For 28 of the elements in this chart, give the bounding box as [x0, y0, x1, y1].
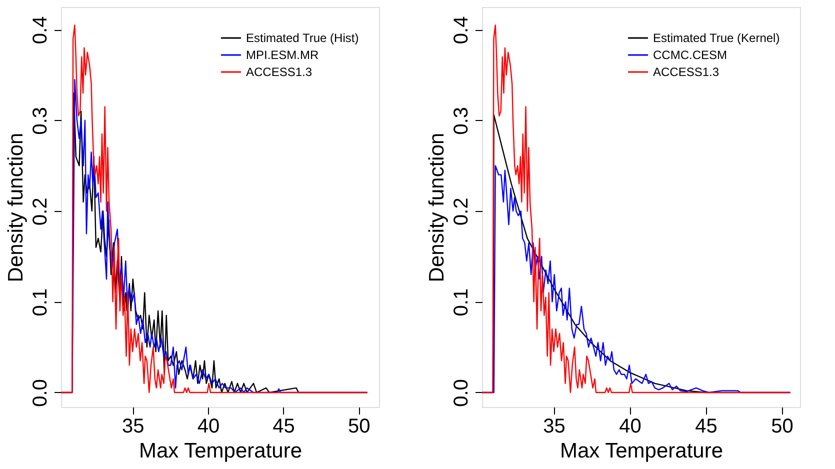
y-tick-label: 0.1 [450, 288, 472, 316]
x-tick-label: 40 [619, 416, 642, 438]
y-axis-title: Density function [4, 132, 28, 282]
x-tick-label: 35 [122, 416, 144, 438]
x-axis-title: Max Temperature [138, 440, 302, 462]
y-tick-label: 0.2 [30, 198, 52, 226]
y-axis-title: Density function [426, 132, 448, 282]
y-tick-label: 0.2 [450, 198, 472, 226]
y-tick-label: 0.0 [450, 379, 472, 407]
legend-label: ACCESS1.3 [246, 65, 312, 79]
x-tick-label: 50 [771, 416, 794, 438]
y-tick-label: 0.0 [30, 379, 52, 407]
x-axis-title: Max Temperature [560, 440, 724, 462]
legend-label: Estimated True (Kernel) [653, 31, 780, 45]
legend-label: Estimated True (Hist) [246, 31, 359, 45]
y-tick-label: 0.4 [30, 16, 52, 44]
y-tick-label: 0.1 [30, 288, 52, 316]
x-tick-label: 45 [272, 416, 295, 438]
legend-label: MPI.ESM.MR [246, 48, 319, 62]
y-tick-label: 0.4 [450, 16, 472, 44]
x-tick-label: 40 [197, 416, 220, 438]
y-tick-label: 0.3 [30, 106, 52, 135]
legend-label: CCMC.CESM [653, 48, 727, 62]
legend-label: ACCESS1.3 [653, 65, 720, 79]
x-tick-label: 50 [348, 416, 370, 438]
y-tick-label: 0.3 [450, 106, 472, 135]
x-tick-label: 35 [543, 416, 566, 438]
x-tick-label: 45 [695, 416, 718, 438]
